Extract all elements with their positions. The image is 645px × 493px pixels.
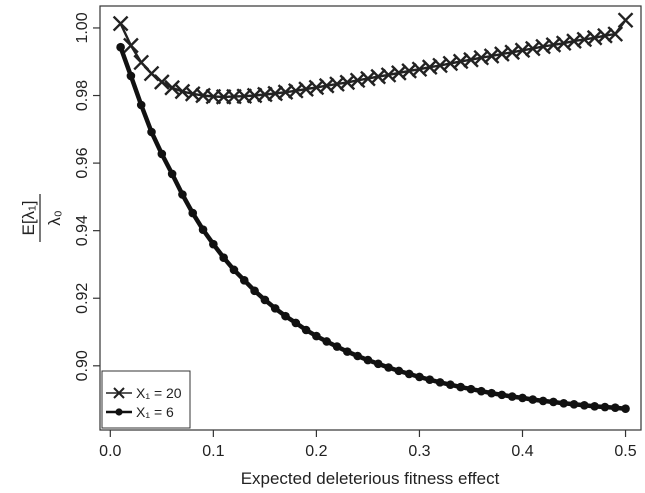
y-tick-label: 0.92 [74,283,91,314]
data-point [164,79,180,96]
data-point [188,208,198,218]
plot-frame [99,5,642,431]
data-point [343,347,352,356]
data-point [198,225,208,234]
data-point [136,100,146,110]
data-point [435,378,445,387]
data-point [301,325,311,335]
data-point [281,311,290,321]
legend-box [101,370,191,429]
data-point [487,388,496,398]
data-point [153,74,170,90]
data-point [394,366,404,376]
y-axis-label-denominator: λ₀ [45,210,64,226]
data-point [425,375,435,384]
x-tick-label: 0.1 [202,443,224,460]
data-point [116,42,125,52]
data-point [363,355,373,365]
series-1 [116,42,630,414]
data-point [497,390,507,400]
legend-label-x1-6: X₁ = 6 [136,404,174,420]
data-point [229,265,239,275]
data-point [332,342,342,351]
data-point [112,15,129,32]
data-point [404,369,414,379]
y-tick-label: 0.90 [74,350,91,381]
data-point [549,397,558,407]
data-point [590,402,599,411]
data-point [538,396,548,406]
y-axis-label: E[λ₁] λ₀ [19,194,64,242]
data-point [126,71,136,81]
data-point [147,127,156,137]
data-point [617,12,634,29]
y-axis-label-numerator: E[λ₁] [19,200,38,235]
legend: X₁ = 20 X₁ = 6 [101,370,191,429]
data-point [123,37,139,54]
x-tick-label: 0.3 [408,443,430,460]
series-0 [112,12,634,105]
x-tick-label: 0.0 [99,443,121,460]
y-axis: 0.90 0.92 0.94 0.96 0.98 1.00 [74,12,100,381]
data-point [143,65,160,82]
y-tick-label: 1.00 [74,12,91,43]
legend-label-x1-20: X₁ = 20 [136,385,182,401]
data-point [518,393,527,403]
data-point [456,382,465,392]
y-tick-label: 0.96 [74,147,91,178]
data-point [466,384,476,394]
data-point [353,351,362,361]
data-point [260,295,270,305]
data-point [178,190,187,199]
data-point [219,253,228,262]
data-point [580,401,589,410]
data-point [621,404,630,414]
data-point [312,331,321,341]
data-point [569,400,579,409]
data-point [270,304,280,313]
data-point [322,337,332,346]
data-point [507,392,517,401]
data-point [167,169,177,179]
data-point [559,399,569,408]
x-tick-label: 0.2 [305,443,327,460]
data-point [291,318,301,328]
data-point [415,372,424,382]
legend-marker-x-icon [113,387,125,399]
x-axis: 0.0 0.1 0.2 0.3 0.4 0.5 [99,430,637,460]
data-point [239,276,249,285]
legend-marker-dot-icon [115,408,123,416]
data-point [600,402,610,412]
x-axis-label: Expected deleterious fitness effect [241,469,500,488]
y-tick-label: 0.94 [74,215,91,246]
data-point [384,363,393,372]
data-point [607,26,624,42]
x-tick-label: 0.4 [511,443,533,460]
data-point [476,386,486,396]
data-point [157,149,167,159]
data-point [528,395,538,404]
data-point [446,380,455,390]
series-layer [112,12,634,414]
y-tick-label: 0.98 [74,80,91,111]
data-point [250,286,259,296]
data-point [209,239,218,249]
x-tick-label: 0.5 [614,443,636,460]
data-point [610,403,620,413]
data-point [373,359,383,369]
